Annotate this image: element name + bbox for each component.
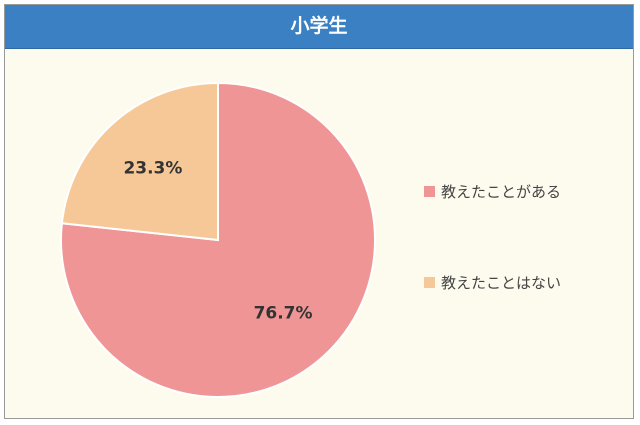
legend-swatch xyxy=(424,277,435,288)
legend-label: 教えたことはない xyxy=(441,274,562,292)
legend-swatch xyxy=(424,186,435,197)
pie-slice-1 xyxy=(60,81,219,242)
legend-item-0: 教えたことがある xyxy=(424,181,561,202)
legend-item-1: 教えたことはない xyxy=(424,272,561,293)
chart-title: 小学生 xyxy=(5,5,633,49)
data-label-0: 76.7% xyxy=(254,303,313,323)
data-label-1: 23.3% xyxy=(123,159,182,179)
legend-label: 教えたことがある xyxy=(441,183,562,201)
